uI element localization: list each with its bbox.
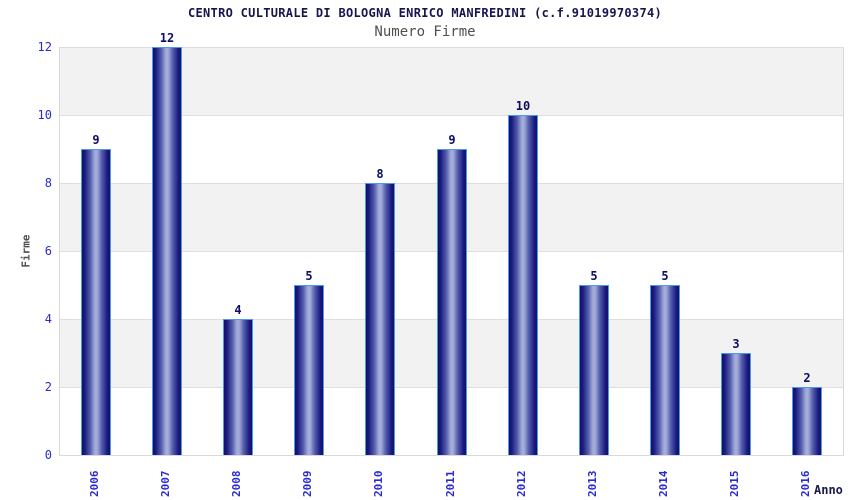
y-tick-label: 6 — [44, 244, 52, 258]
bar-2009 — [294, 285, 324, 455]
x-axis-title: Anno — [814, 483, 843, 497]
bar-2016 — [792, 387, 822, 455]
x-tick-label: 2013 — [586, 470, 599, 498]
x-tick-label: 2016 — [799, 470, 812, 498]
bar-value-label: 9 — [92, 133, 100, 147]
plot-area: 9 12 4 5 8 9 10 5 5 3 2 — [59, 31, 844, 456]
bar-2014 — [650, 285, 680, 455]
x-tick-label: 2009 — [301, 470, 314, 498]
x-tick-label: 2010 — [372, 470, 385, 498]
bar-value-label: 5 — [661, 269, 669, 283]
x-tick-label: 2015 — [728, 470, 741, 498]
bar-value-label: 12 — [159, 31, 175, 45]
bar-2015 — [721, 353, 751, 455]
bar-value-label: 2 — [803, 371, 811, 385]
bar-2012 — [508, 115, 538, 455]
bar-value-label: 9 — [448, 133, 456, 147]
y-tick-label: 8 — [44, 176, 52, 190]
bar-2007 — [152, 47, 182, 455]
x-tick-label: 2012 — [515, 470, 528, 498]
bar-2006 — [81, 149, 111, 455]
x-tick-label: 2011 — [444, 470, 457, 498]
bar-2010 — [365, 183, 395, 455]
bar-value-label: 5 — [590, 269, 598, 283]
bar-value-label: 8 — [376, 167, 384, 181]
y-tick-label: 10 — [37, 108, 52, 122]
bar-value-label: 10 — [515, 99, 531, 113]
y-tick-label: 2 — [44, 380, 52, 394]
y-tick-label: 12 — [37, 40, 52, 54]
x-tick-label: 2006 — [88, 470, 101, 498]
chart-title: CENTRO CULTURALE DI BOLOGNA ENRICO MANFR… — [187, 6, 663, 20]
bar-2008 — [223, 319, 253, 455]
y-tick-label: 0 — [44, 448, 52, 462]
bar-2011 — [437, 149, 467, 455]
bar-value-label: 4 — [234, 303, 242, 317]
bar-2013 — [579, 285, 609, 455]
x-tick-label: 2014 — [657, 470, 670, 498]
x-tick-label: 2007 — [159, 470, 172, 498]
y-tick-label: 4 — [44, 312, 52, 326]
x-tick-label: 2008 — [230, 470, 243, 498]
chart-subtitle: Numero Firme — [374, 24, 476, 40]
bar-value-label: 3 — [732, 337, 740, 351]
bar-value-label: 5 — [305, 269, 313, 283]
